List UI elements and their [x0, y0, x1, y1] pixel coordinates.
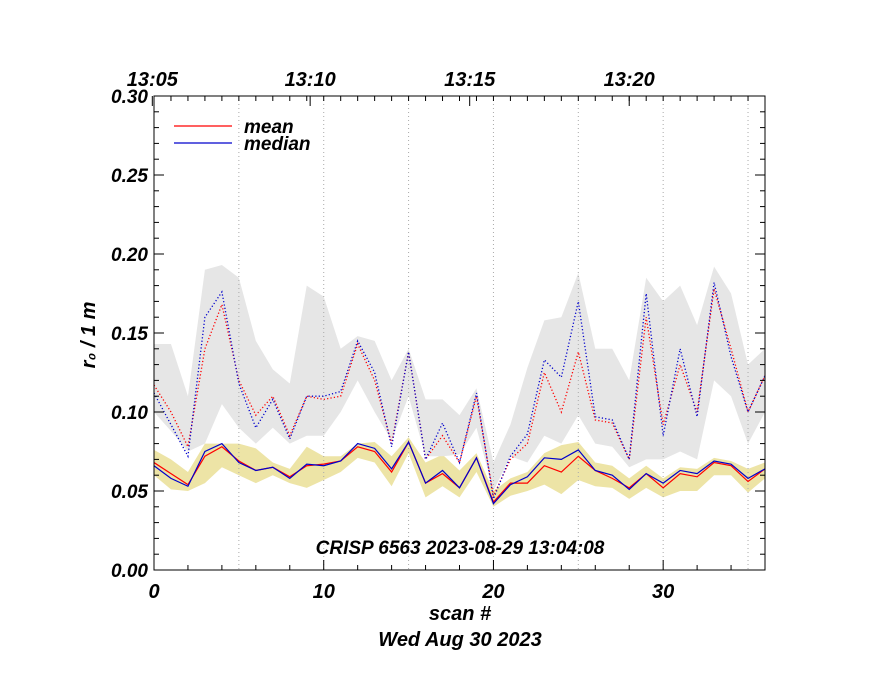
top-time-label: 13:15: [444, 69, 496, 91]
top-time-label: 13:05: [127, 69, 179, 91]
chart-annotation: CRISP 6563 2023-08-29 13:04:08: [316, 538, 605, 559]
x-tick-label: 10: [313, 581, 335, 603]
tick-labels: 0.00 0.05 0.10 0.15 0.20 0.25 0.30 0 10 20 30 13:05…: [111, 69, 674, 603]
series-median-upper: [153, 282, 766, 502]
legend-label-median: median: [244, 134, 311, 155]
y-tick-label: 0.20: [111, 245, 148, 266]
date-label: Wed Aug 30 2023: [378, 629, 541, 651]
time-marker-lines: [238, 96, 749, 570]
x-tick-label: 20: [481, 581, 504, 603]
spread-bands: [154, 265, 765, 507]
axis-ticks: [151, 95, 766, 571]
y-axis-label: r₀ / 1 m: [78, 302, 100, 369]
y-tick-label: 0.15: [111, 324, 148, 345]
band-upper-spread: [154, 265, 765, 491]
y-tick-label: 0.00: [111, 561, 148, 582]
y-tick-label: 0.10: [111, 403, 148, 424]
y-tick-label: 0.05: [111, 482, 148, 503]
series-median: [153, 440, 766, 505]
x-axis-label: scan #: [429, 603, 492, 625]
top-time-label: 13:20: [604, 69, 655, 91]
band-lower-spread: [154, 437, 765, 507]
legend-label-mean: mean: [244, 117, 294, 138]
top-time-label: 13:10: [285, 69, 336, 91]
y-tick-label: 0.25: [111, 166, 148, 187]
series-mean-upper: [153, 288, 766, 498]
data-series: [153, 282, 766, 505]
y-tick-label: 0.30: [111, 87, 148, 108]
x-tick-label: 0: [148, 581, 159, 603]
x-tick-label: 30: [652, 581, 674, 603]
